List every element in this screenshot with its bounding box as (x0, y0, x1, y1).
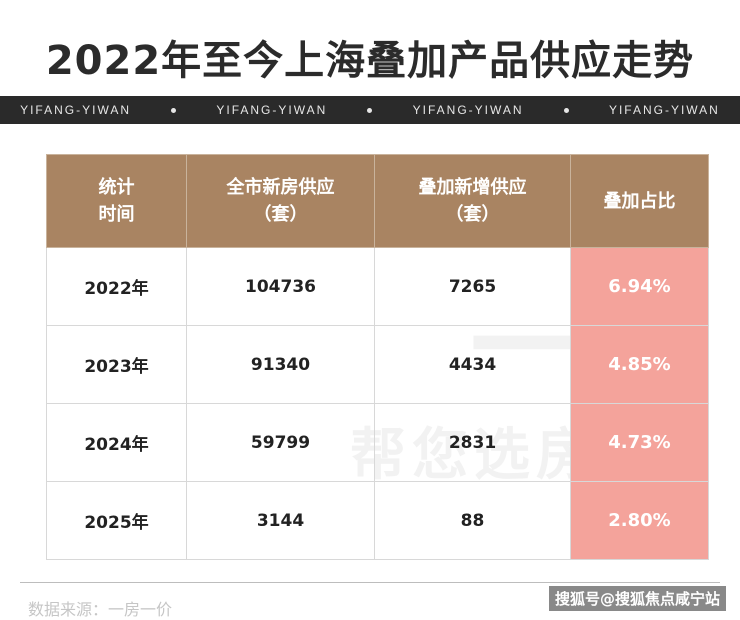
cell-stack-supply: 88 (374, 481, 571, 560)
cell-city-supply: 91340 (186, 325, 375, 404)
band-text-3: YIFANG-YIWAN (412, 103, 524, 117)
table-row: 2024年 59799 2831 4.73% (46, 403, 709, 482)
cell-stack-supply: 7265 (374, 247, 571, 326)
cell-stack-supply: 2831 (374, 403, 571, 482)
cell-city-supply: 59799 (186, 403, 375, 482)
cell-city-supply: 3144 (186, 481, 375, 560)
cell-city-supply: 104736 (186, 247, 375, 326)
cell-ratio: 2.80% (570, 481, 709, 560)
publisher-credit: 搜狐号@搜狐焦点咸宁站 (548, 586, 726, 611)
page-title: 2022年至今上海叠加产品供应走势 (45, 38, 695, 84)
cell-ratio: 6.94% (570, 247, 709, 326)
header-stack-supply: 叠加新增供应 （套） (374, 154, 571, 248)
band-text-1: YIFANG-YIWAN (20, 103, 131, 117)
table-header-row: 统计 时间 全市新房供应 （套） 叠加新增供应 （套） 叠加占比 (46, 154, 709, 248)
table-row: 2025年 3144 88 2.80% (46, 481, 709, 560)
header-ratio: 叠加占比 (570, 154, 709, 248)
cell-year: 2025年 (46, 481, 187, 560)
cell-ratio: 4.85% (570, 325, 709, 404)
data-source-note: 数据来源：一房一价 (28, 600, 173, 619)
brand-band: YIFANG-YIWAN YIFANG-YIWAN YIFANG-YIWAN Y… (0, 96, 740, 124)
cell-year: 2024年 (46, 403, 187, 482)
cell-stack-supply: 4434 (374, 325, 571, 404)
header-time: 统计 时间 (46, 154, 187, 248)
band-text-4: YIFANG-YIWAN (608, 103, 720, 117)
band-dot-icon (171, 107, 177, 113)
band-dot-icon (563, 107, 569, 113)
header-city-supply: 全市新房供应 （套） (186, 154, 375, 248)
band-text-2: YIFANG-YIWAN (216, 103, 328, 117)
footer-divider (20, 582, 720, 583)
table-row: 2023年 91340 4434 4.85% (46, 325, 709, 404)
cell-year: 2022年 (46, 247, 187, 326)
table-row: 2022年 104736 7265 6.94% (46, 247, 709, 326)
band-dot-icon (367, 107, 373, 113)
supply-table: 统计 时间 全市新房供应 （套） 叠加新增供应 （套） 叠加占比 2022年 1… (46, 154, 709, 560)
cell-ratio: 4.73% (570, 403, 709, 482)
cell-year: 2023年 (46, 325, 187, 404)
